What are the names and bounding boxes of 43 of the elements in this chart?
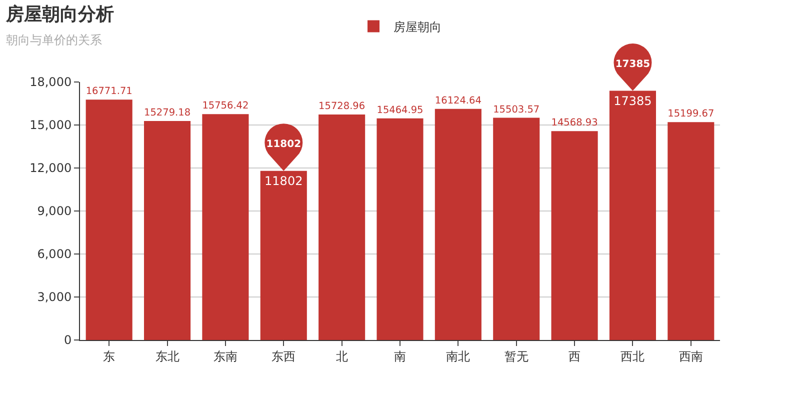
bar bbox=[376, 118, 424, 340]
bar bbox=[434, 108, 482, 340]
data-label: 15503.57 bbox=[493, 104, 540, 116]
data-label: 16124.64 bbox=[434, 95, 482, 106]
x-tick-label: 东南 bbox=[213, 349, 238, 364]
x-tick-label: 东西 bbox=[272, 349, 296, 364]
y-tick-label: 18,000 bbox=[30, 75, 72, 90]
data-label: 15728.96 bbox=[318, 101, 366, 112]
y-tick-label: 15,000 bbox=[30, 118, 72, 132]
y-tick-label: 3,000 bbox=[37, 290, 72, 304]
bar bbox=[202, 114, 249, 340]
data-label: 11802 bbox=[264, 174, 303, 188]
bar bbox=[551, 131, 598, 340]
bar bbox=[668, 122, 714, 340]
x-tick-label: 北 bbox=[336, 349, 348, 364]
y-tick-label: 9,000 bbox=[37, 204, 72, 218]
bar bbox=[318, 114, 366, 340]
x-tick-label: 西 bbox=[568, 349, 581, 364]
legend-label: 房屋朝向 bbox=[394, 20, 442, 34]
annotation: 11802 bbox=[266, 138, 302, 150]
data-label: 16771.71 bbox=[86, 86, 132, 98]
x-tick-label: 西南 bbox=[678, 349, 703, 364]
y-tick-label: 12,000 bbox=[30, 161, 72, 176]
data-label: 15464.95 bbox=[376, 104, 424, 116]
bar bbox=[144, 121, 191, 340]
bar bbox=[493, 118, 540, 340]
data-label: 15199.67 bbox=[668, 108, 714, 120]
x-tick-label: 西北 bbox=[620, 349, 645, 364]
data-label: 15279.18 bbox=[144, 108, 191, 119]
x-tick-label: 南北 bbox=[446, 349, 470, 364]
y-tick-label: 0 bbox=[64, 333, 72, 348]
chart-title: 房屋朝向分析 bbox=[6, 3, 114, 26]
x-tick-label: 东 bbox=[103, 349, 116, 364]
x-tick-label: 暂无 bbox=[504, 349, 528, 364]
data-label: 15756.42 bbox=[202, 100, 249, 112]
y-tick-label: 6,000 bbox=[37, 247, 72, 262]
bar bbox=[86, 100, 132, 340]
data-label: 17385 bbox=[614, 94, 652, 108]
annotation: 17385 bbox=[615, 58, 650, 70]
chart-subtitle: 朝向与单价的关系 bbox=[6, 32, 102, 49]
x-tick-label: 南 bbox=[394, 349, 406, 364]
x-tick-label: 东北 bbox=[155, 349, 180, 364]
data-label: 14568.93 bbox=[551, 118, 598, 129]
